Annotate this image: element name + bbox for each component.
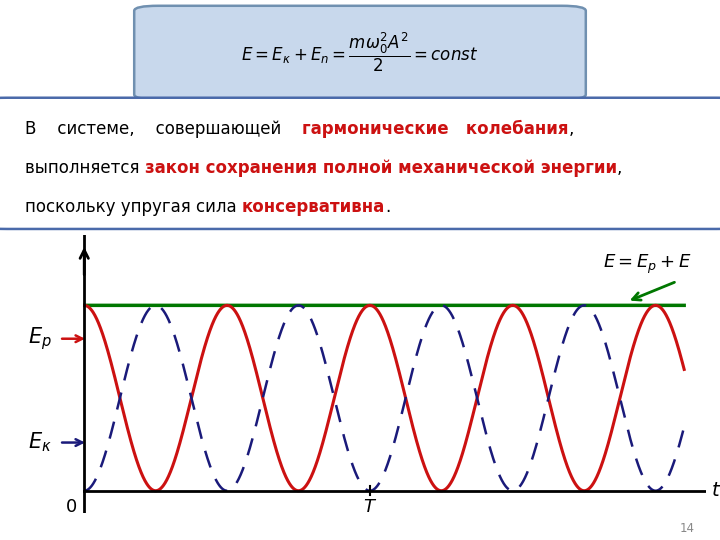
Text: ,: , [569,120,574,138]
Text: выполняется: выполняется [25,159,145,177]
FancyBboxPatch shape [134,6,586,99]
Text: $E = E_{p} + E$: $E = E_{p} + E$ [603,253,691,276]
Text: $E_{\kappa}$: $E_{\kappa}$ [28,431,52,454]
Text: $E = E_{\kappa} + E_{n} = \dfrac{m\omega_{0}^{2}A^{2}}{2} = const$: $E = E_{\kappa} + E_{n} = \dfrac{m\omega… [241,31,479,75]
Text: $t$: $t$ [711,481,720,500]
Text: $0$: $0$ [66,498,78,516]
FancyBboxPatch shape [0,98,720,229]
Text: 14: 14 [680,522,695,535]
Text: В    системе,    совершающей: В системе, совершающей [25,120,302,138]
Text: консервативна: консервативна [242,198,385,216]
Text: гармонические   колебания: гармонические колебания [302,120,569,138]
Text: ,: , [617,159,622,177]
Text: $E_p$: $E_p$ [28,325,52,352]
Text: поскольку упругая сила: поскольку упругая сила [25,198,242,216]
Text: закон сохранения полной механической энергии: закон сохранения полной механической эне… [145,159,617,177]
Text: $T$: $T$ [363,498,377,516]
Text: .: . [385,198,390,216]
